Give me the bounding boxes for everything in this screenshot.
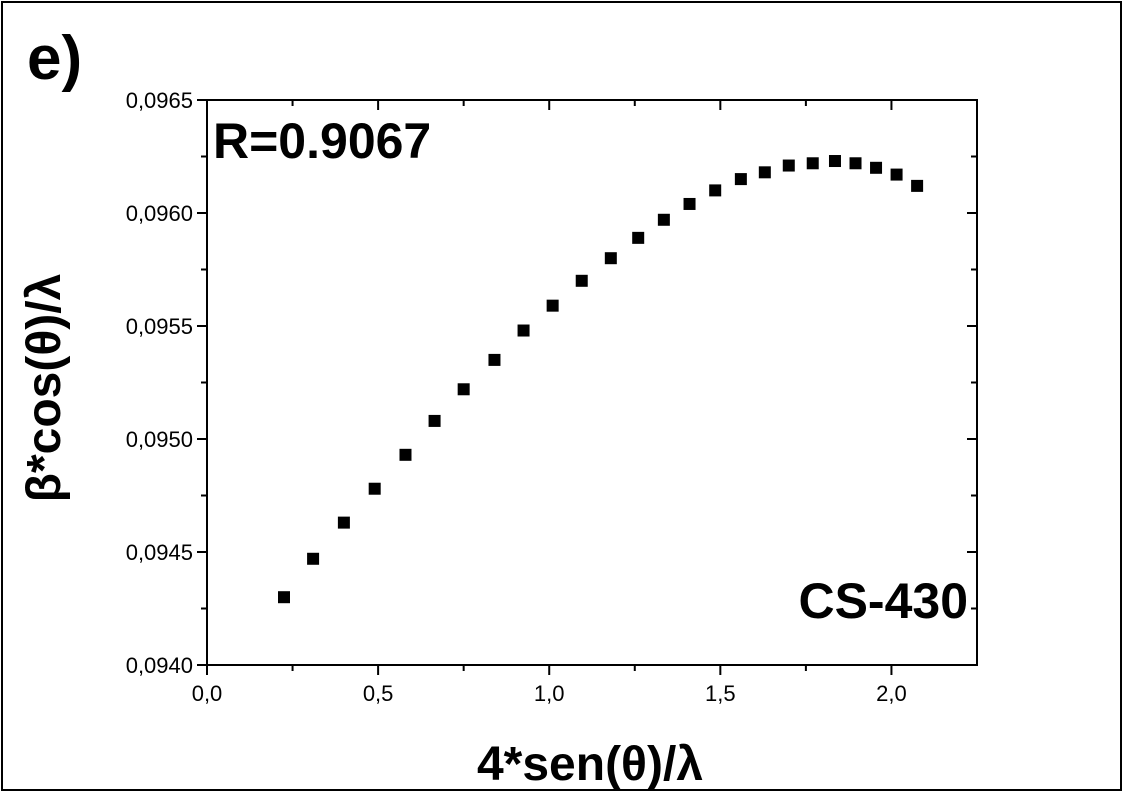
y-tick-label: 0,0945 [126, 540, 193, 565]
r-value-annotation: R=0.9067 [213, 113, 431, 169]
y-tick-label: 0,0960 [126, 201, 193, 226]
data-point [575, 274, 588, 287]
data-point [337, 516, 350, 529]
x-axis-ticks: 0,0 0,5 1,0 1,5 2,0 [192, 100, 907, 706]
sample-label-annotation: CS-430 [798, 573, 968, 629]
data-point [399, 448, 412, 461]
data-point [806, 157, 819, 170]
x-tick-label: 0,5 [363, 681, 394, 706]
data-point [488, 353, 501, 366]
data-point [709, 184, 722, 197]
y-axis-ticks: 0,0940 0,0945 0,0950 0,0955 0,0960 0,0965 [126, 88, 977, 678]
data-point [604, 252, 617, 265]
y-tick-label: 0,0940 [126, 653, 193, 678]
x-tick-label: 1,0 [534, 681, 565, 706]
data-point [911, 179, 924, 192]
data-point [657, 213, 670, 226]
data-point [734, 173, 747, 186]
data-point [278, 591, 290, 604]
data-point [307, 552, 320, 565]
data-point [849, 157, 862, 170]
data-point [457, 383, 470, 396]
data-points [278, 155, 924, 604]
data-point [828, 155, 841, 168]
data-point [428, 414, 441, 427]
data-point [890, 168, 903, 181]
y-tick-label: 0,0955 [126, 314, 193, 339]
data-point [683, 197, 696, 210]
data-point [758, 166, 771, 179]
y-tick-label: 0,0965 [126, 88, 193, 113]
data-point [782, 159, 795, 172]
x-axis-title: 4*sen(θ)/λ [477, 738, 703, 791]
data-point [870, 161, 883, 174]
x-tick-label: 0,0 [192, 681, 223, 706]
y-axis-title: β*cos(θ)/λ [18, 274, 71, 503]
data-point [632, 231, 645, 244]
data-point [368, 482, 381, 495]
data-point [546, 299, 559, 312]
x-tick-label: 2,0 [876, 681, 907, 706]
y-tick-label: 0,0950 [126, 427, 193, 452]
x-tick-label: 1,5 [705, 681, 736, 706]
data-point [517, 324, 530, 337]
panel-label: e) [27, 24, 83, 93]
